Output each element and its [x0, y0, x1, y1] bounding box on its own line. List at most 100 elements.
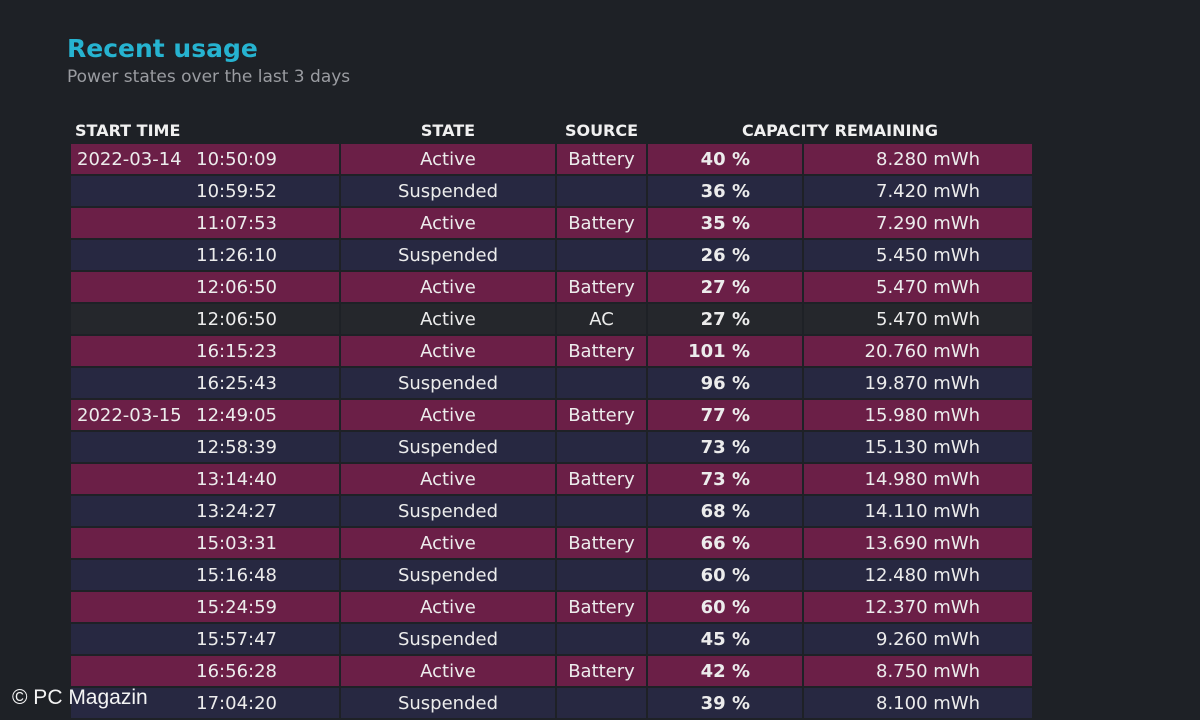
start-time: 13:14:40 — [196, 469, 277, 490]
column-header-source: SOURCE — [564, 120, 639, 140]
state-cell: Active — [341, 656, 555, 686]
capacity-mwh-cell: 8.100 mWh — [804, 688, 1032, 718]
recent-usage-table: START TIME STATE SOURCE CAPACITY REMAINI… — [69, 118, 1034, 720]
source-cell: Battery — [557, 208, 646, 238]
start-time-cell: 10:59:52 — [71, 176, 339, 206]
start-time-cell: 11:26:10 — [71, 240, 339, 270]
start-time-cell: 12:06:50 — [71, 272, 339, 302]
capacity-percent-cell: 42 % — [648, 656, 802, 686]
table-row: 15:57:47 Suspended 45 % 9.260 mWh — [71, 624, 1032, 654]
start-date: 2022-03-14 — [77, 149, 182, 170]
start-time: 11:26:10 — [196, 245, 277, 266]
table-row: 2022-03-14 10:50:09 Active Battery 40 % 8.280… — [71, 144, 1032, 174]
copyright-watermark: © PC Magazin — [12, 686, 148, 709]
source-cell — [557, 688, 646, 718]
capacity-percent-cell: 73 % — [648, 464, 802, 494]
start-time: 15:03:31 — [196, 533, 277, 554]
capacity-percent-cell: 101 % — [648, 336, 802, 366]
start-time: 10:50:09 — [196, 149, 277, 170]
report-header: Recent usage Power states over the last … — [67, 34, 350, 88]
table-row: 16:25:43 Suspended 96 % 19.870 mWh — [71, 368, 1032, 398]
start-time-cell: 17:04:20 — [71, 688, 339, 718]
column-header-start-time: START TIME — [75, 120, 181, 140]
start-time: 12:58:39 — [196, 437, 277, 458]
start-time: 15:24:59 — [196, 597, 277, 618]
start-time-cell: 13:24:27 — [71, 496, 339, 526]
source-cell — [557, 432, 646, 462]
state-cell: Active — [341, 400, 555, 430]
source-cell — [557, 624, 646, 654]
capacity-mwh-cell: 19.870 mWh — [804, 368, 1032, 398]
table-row: 12:58:39 Suspended 73 % 15.130 mWh — [71, 432, 1032, 462]
capacity-percent-cell: 40 % — [648, 144, 802, 174]
source-cell: AC — [557, 304, 646, 334]
table-header-row: START TIME STATE SOURCE CAPACITY REMAINI… — [71, 120, 1032, 142]
start-time: 12:49:05 — [196, 405, 277, 426]
capacity-mwh-cell: 8.280 mWh — [804, 144, 1032, 174]
start-time: 13:24:27 — [196, 501, 277, 522]
capacity-percent-cell: 45 % — [648, 624, 802, 654]
table-row: 15:16:48 Suspended 60 % 12.480 mWh — [71, 560, 1032, 590]
start-time-cell: 12:58:39 — [71, 432, 339, 462]
capacity-mwh-cell: 13.690 mWh — [804, 528, 1032, 558]
capacity-mwh-cell: 12.480 mWh — [804, 560, 1032, 590]
capacity-percent-cell: 27 % — [648, 272, 802, 302]
capacity-mwh-cell: 7.420 mWh — [804, 176, 1032, 206]
table-row: 15:24:59 Active Battery 60 % 12.370 mWh — [71, 592, 1032, 622]
capacity-percent-cell: 66 % — [648, 528, 802, 558]
start-time: 16:25:43 — [196, 373, 277, 394]
capacity-mwh-cell: 9.260 mWh — [804, 624, 1032, 654]
state-cell: Active — [341, 272, 555, 302]
capacity-mwh-cell: 15.130 mWh — [804, 432, 1032, 462]
capacity-percent-cell: 26 % — [648, 240, 802, 270]
table-row: 15:03:31 Active Battery 66 % 13.690 mWh — [71, 528, 1032, 558]
state-cell: Suspended — [341, 368, 555, 398]
capacity-mwh-cell: 5.470 mWh — [804, 304, 1032, 334]
table-row: 2022-03-15 12:49:05 Active Battery 77 % 15.98… — [71, 400, 1032, 430]
start-time-cell: 12:06:50 — [71, 304, 339, 334]
source-cell: Battery — [557, 528, 646, 558]
start-time-cell: 2022-03-15 12:49:05 — [71, 400, 339, 430]
capacity-mwh-cell: 14.980 mWh — [804, 464, 1032, 494]
capacity-percent-cell: 73 % — [648, 432, 802, 462]
start-time-cell: 15:24:59 — [71, 592, 339, 622]
source-cell — [557, 496, 646, 526]
capacity-mwh-cell: 14.110 mWh — [804, 496, 1032, 526]
state-cell: Active — [341, 144, 555, 174]
start-date: 2022-03-15 — [77, 405, 182, 426]
state-cell: Active — [341, 304, 555, 334]
table-body: 2022-03-14 10:50:09 Active Battery 40 % 8.280… — [71, 144, 1032, 718]
capacity-percent-cell: 60 % — [648, 560, 802, 590]
start-time-cell: 16:15:23 — [71, 336, 339, 366]
capacity-mwh-cell: 8.750 mWh — [804, 656, 1032, 686]
table-row: 10:59:52 Suspended 36 % 7.420 mWh — [71, 176, 1032, 206]
start-time-cell: 16:56:28 — [71, 656, 339, 686]
capacity-percent-cell: 96 % — [648, 368, 802, 398]
table-row: 12:06:50 Active Battery 27 % 5.470 mWh — [71, 272, 1032, 302]
state-cell: Active — [341, 208, 555, 238]
capacity-mwh-cell: 15.980 mWh — [804, 400, 1032, 430]
source-cell: Battery — [557, 336, 646, 366]
capacity-percent-cell: 60 % — [648, 592, 802, 622]
capacity-mwh-cell: 5.450 mWh — [804, 240, 1032, 270]
capacity-percent-cell: 39 % — [648, 688, 802, 718]
start-time: 17:04:20 — [196, 693, 277, 714]
source-cell — [557, 240, 646, 270]
source-cell: Battery — [557, 656, 646, 686]
source-cell: Battery — [557, 464, 646, 494]
state-cell: Active — [341, 336, 555, 366]
table-row: 13:24:27 Suspended 68 % 14.110 mWh — [71, 496, 1032, 526]
start-time-cell: 2022-03-14 10:50:09 — [71, 144, 339, 174]
start-time-cell: 15:16:48 — [71, 560, 339, 590]
capacity-mwh-cell: 20.760 mWh — [804, 336, 1032, 366]
table-row: 17:04:20 Suspended 39 % 8.100 mWh — [71, 688, 1032, 718]
column-header-capacity-remaining: CAPACITY REMAINING — [742, 120, 938, 140]
start-time: 15:57:47 — [196, 629, 277, 650]
capacity-percent-cell: 68 % — [648, 496, 802, 526]
state-cell: Suspended — [341, 432, 555, 462]
state-cell: Suspended — [341, 624, 555, 654]
start-time: 16:56:28 — [196, 661, 277, 682]
table-row: 11:26:10 Suspended 26 % 5.450 mWh — [71, 240, 1032, 270]
state-cell: Active — [341, 464, 555, 494]
start-time-cell: 13:14:40 — [71, 464, 339, 494]
